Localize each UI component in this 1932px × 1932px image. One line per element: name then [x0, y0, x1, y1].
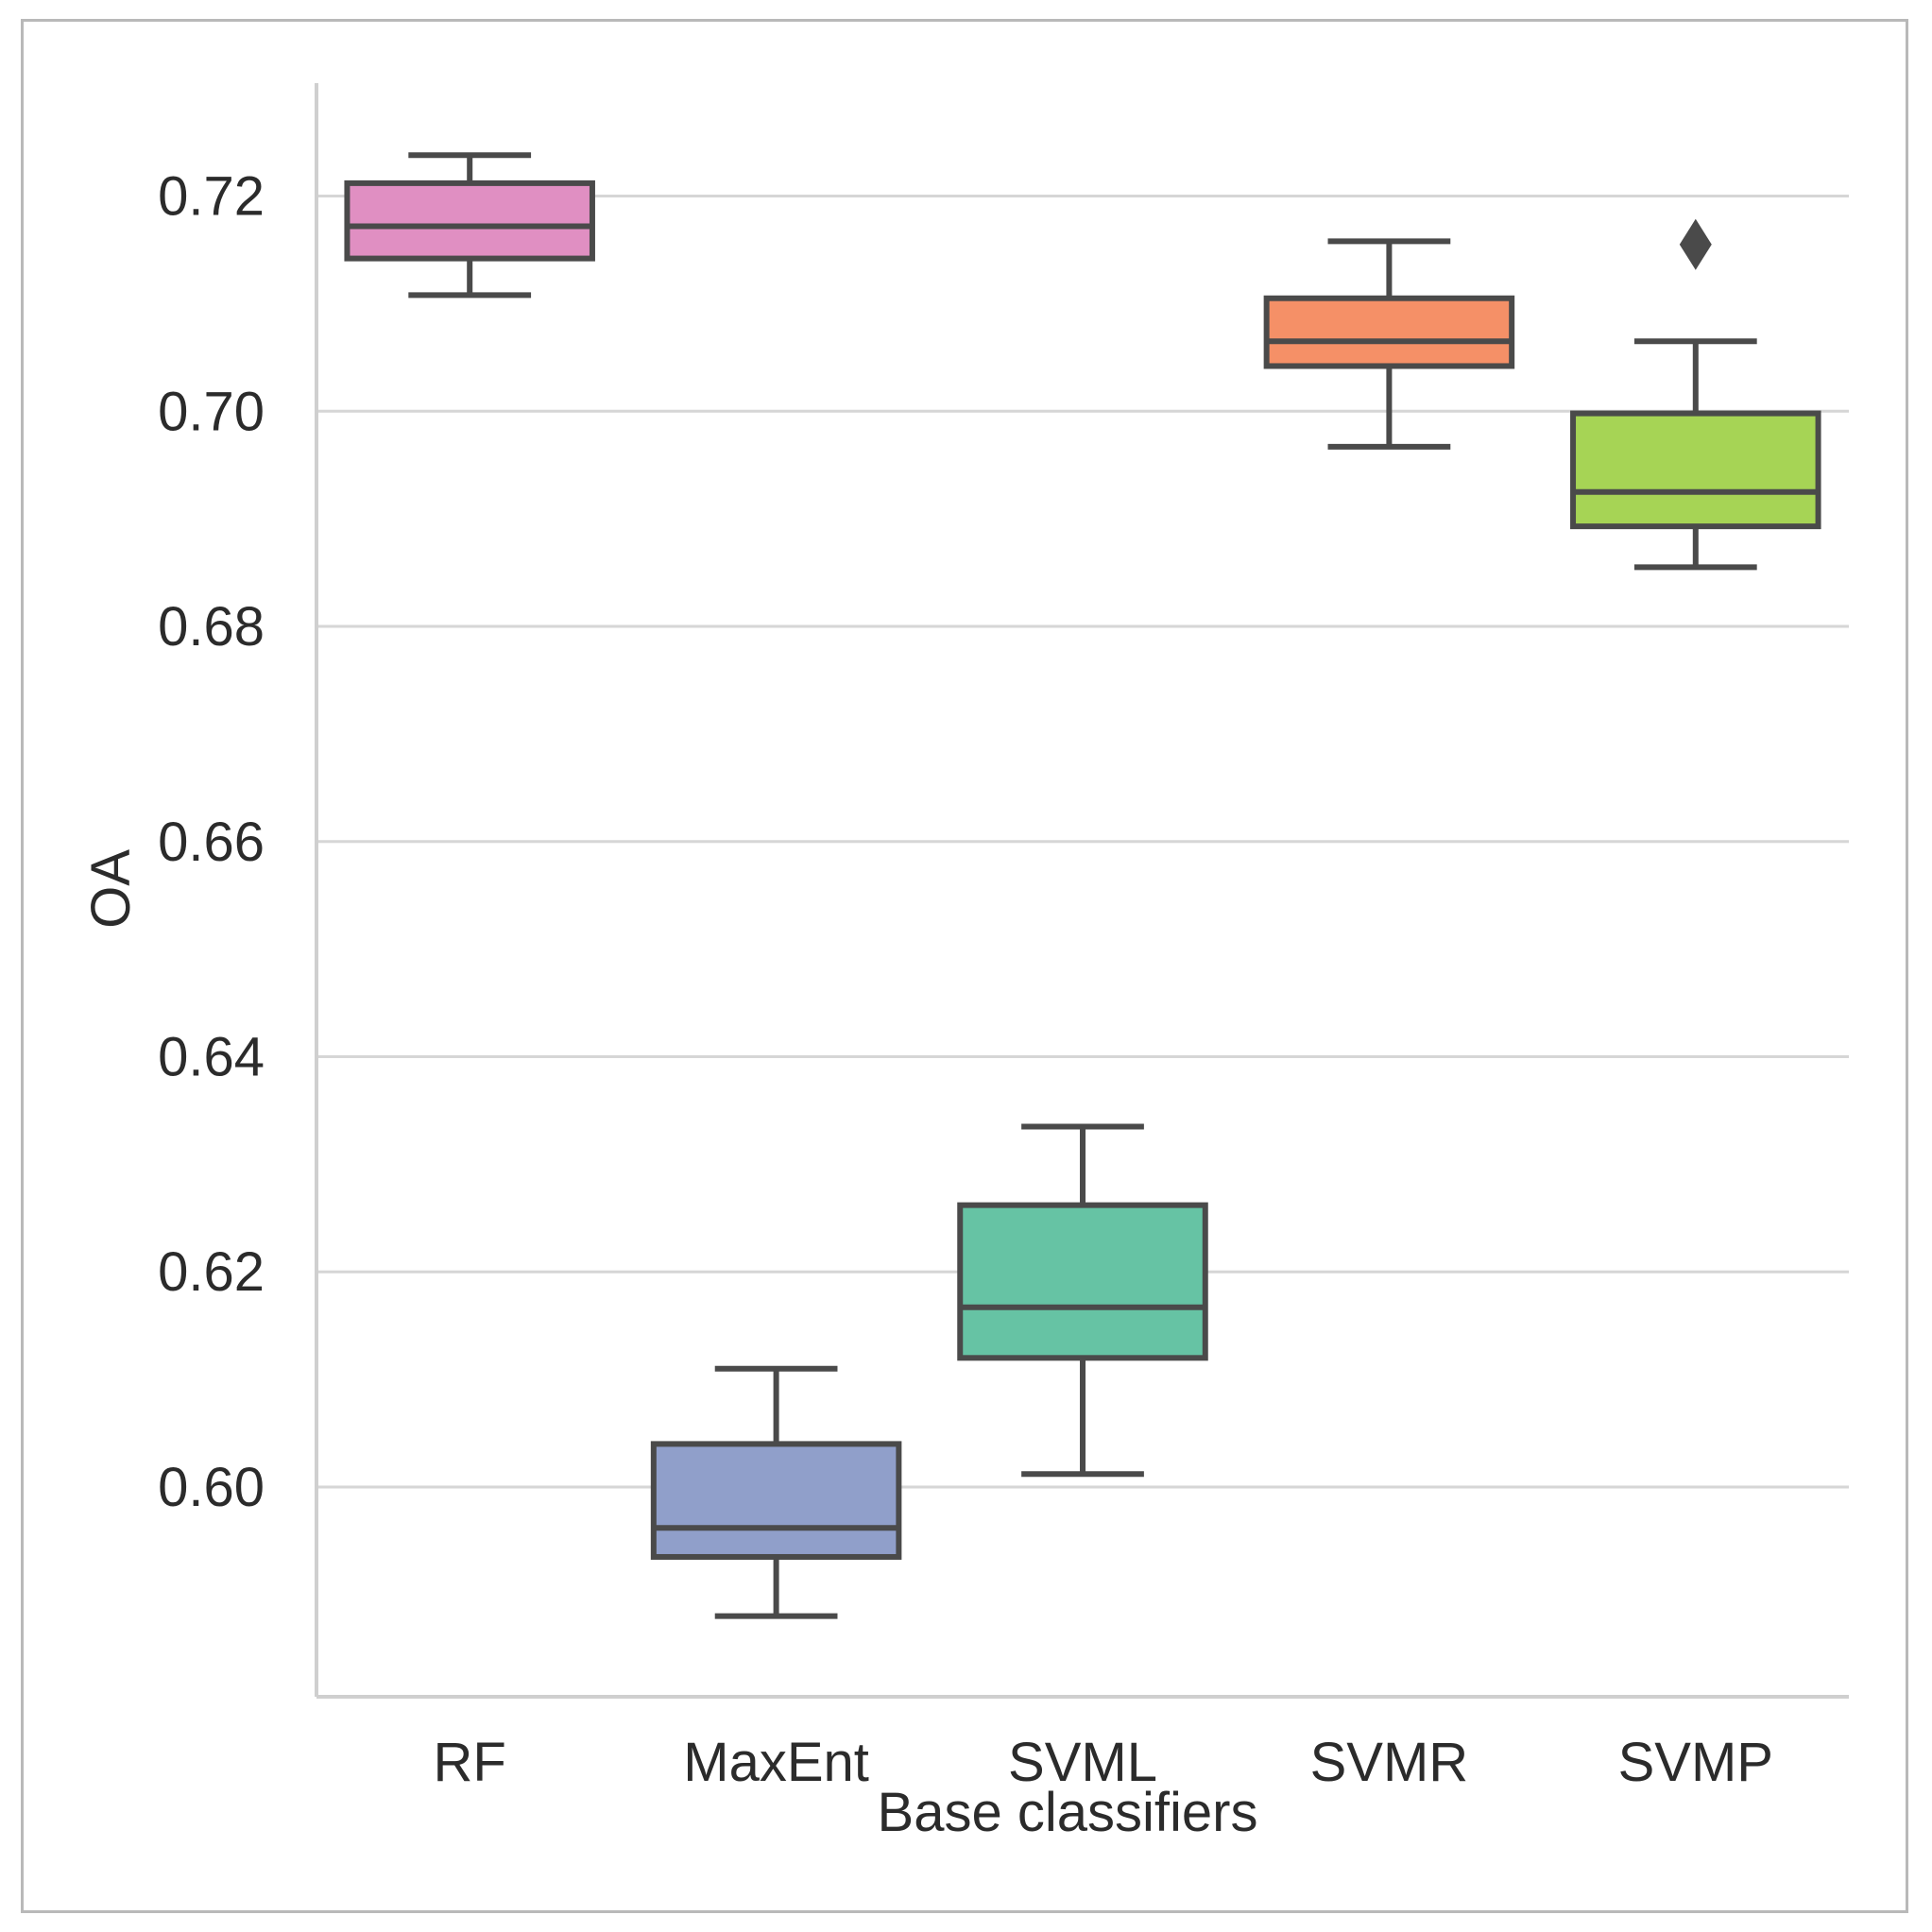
- boxes: [344, 152, 1821, 1619]
- box-svmp: [1570, 218, 1821, 571]
- x-axis-label: Base classifiers: [878, 1782, 1258, 1843]
- boxplot-chart: 0.60 0.62 0.64 0.66 0.68 0.70 0.72 RF MaxEnt SVM…: [80, 83, 1849, 1843]
- iqr-box: [650, 1441, 902, 1560]
- box-svmr: [1263, 238, 1515, 450]
- y-tick-label: 0.70: [158, 381, 265, 442]
- y-tick-label: 0.62: [158, 1241, 265, 1303]
- x-tick-label-svmr: SVMR: [1310, 1732, 1469, 1793]
- box-rf: [344, 152, 595, 299]
- outlier-marker: [1679, 218, 1712, 270]
- x-tick-label-rf: RF: [434, 1732, 506, 1793]
- iqr-box: [1263, 295, 1515, 369]
- box-maxent: [650, 1365, 902, 1619]
- figure-frame: 0.60 0.62 0.64 0.66 0.68 0.70 0.72 RF MaxEnt SVM…: [21, 19, 1908, 1913]
- iqr-box: [957, 1202, 1208, 1361]
- x-tick-labels: RF MaxEnt SVML SVMR SVMP: [434, 1732, 1773, 1793]
- y-tick-label: 0.64: [158, 1026, 265, 1087]
- x-tick-label-svmp: SVMP: [1618, 1732, 1773, 1793]
- y-tick-label: 0.72: [158, 166, 265, 228]
- iqr-box: [1570, 410, 1821, 530]
- iqr-box: [344, 180, 595, 262]
- y-axis-label: OA: [80, 849, 142, 929]
- axes-spines: [315, 83, 1849, 1699]
- x-tick-label-svml: SVML: [1008, 1732, 1157, 1793]
- y-tick-label: 0.66: [158, 812, 265, 873]
- y-tick-labels: 0.60 0.62 0.64 0.66 0.68 0.70 0.72: [158, 166, 265, 1518]
- box-svml: [957, 1123, 1208, 1478]
- y-tick-label: 0.68: [158, 596, 265, 658]
- x-tick-label-maxent: MaxEnt: [683, 1732, 869, 1793]
- y-tick-label: 0.60: [158, 1457, 265, 1518]
